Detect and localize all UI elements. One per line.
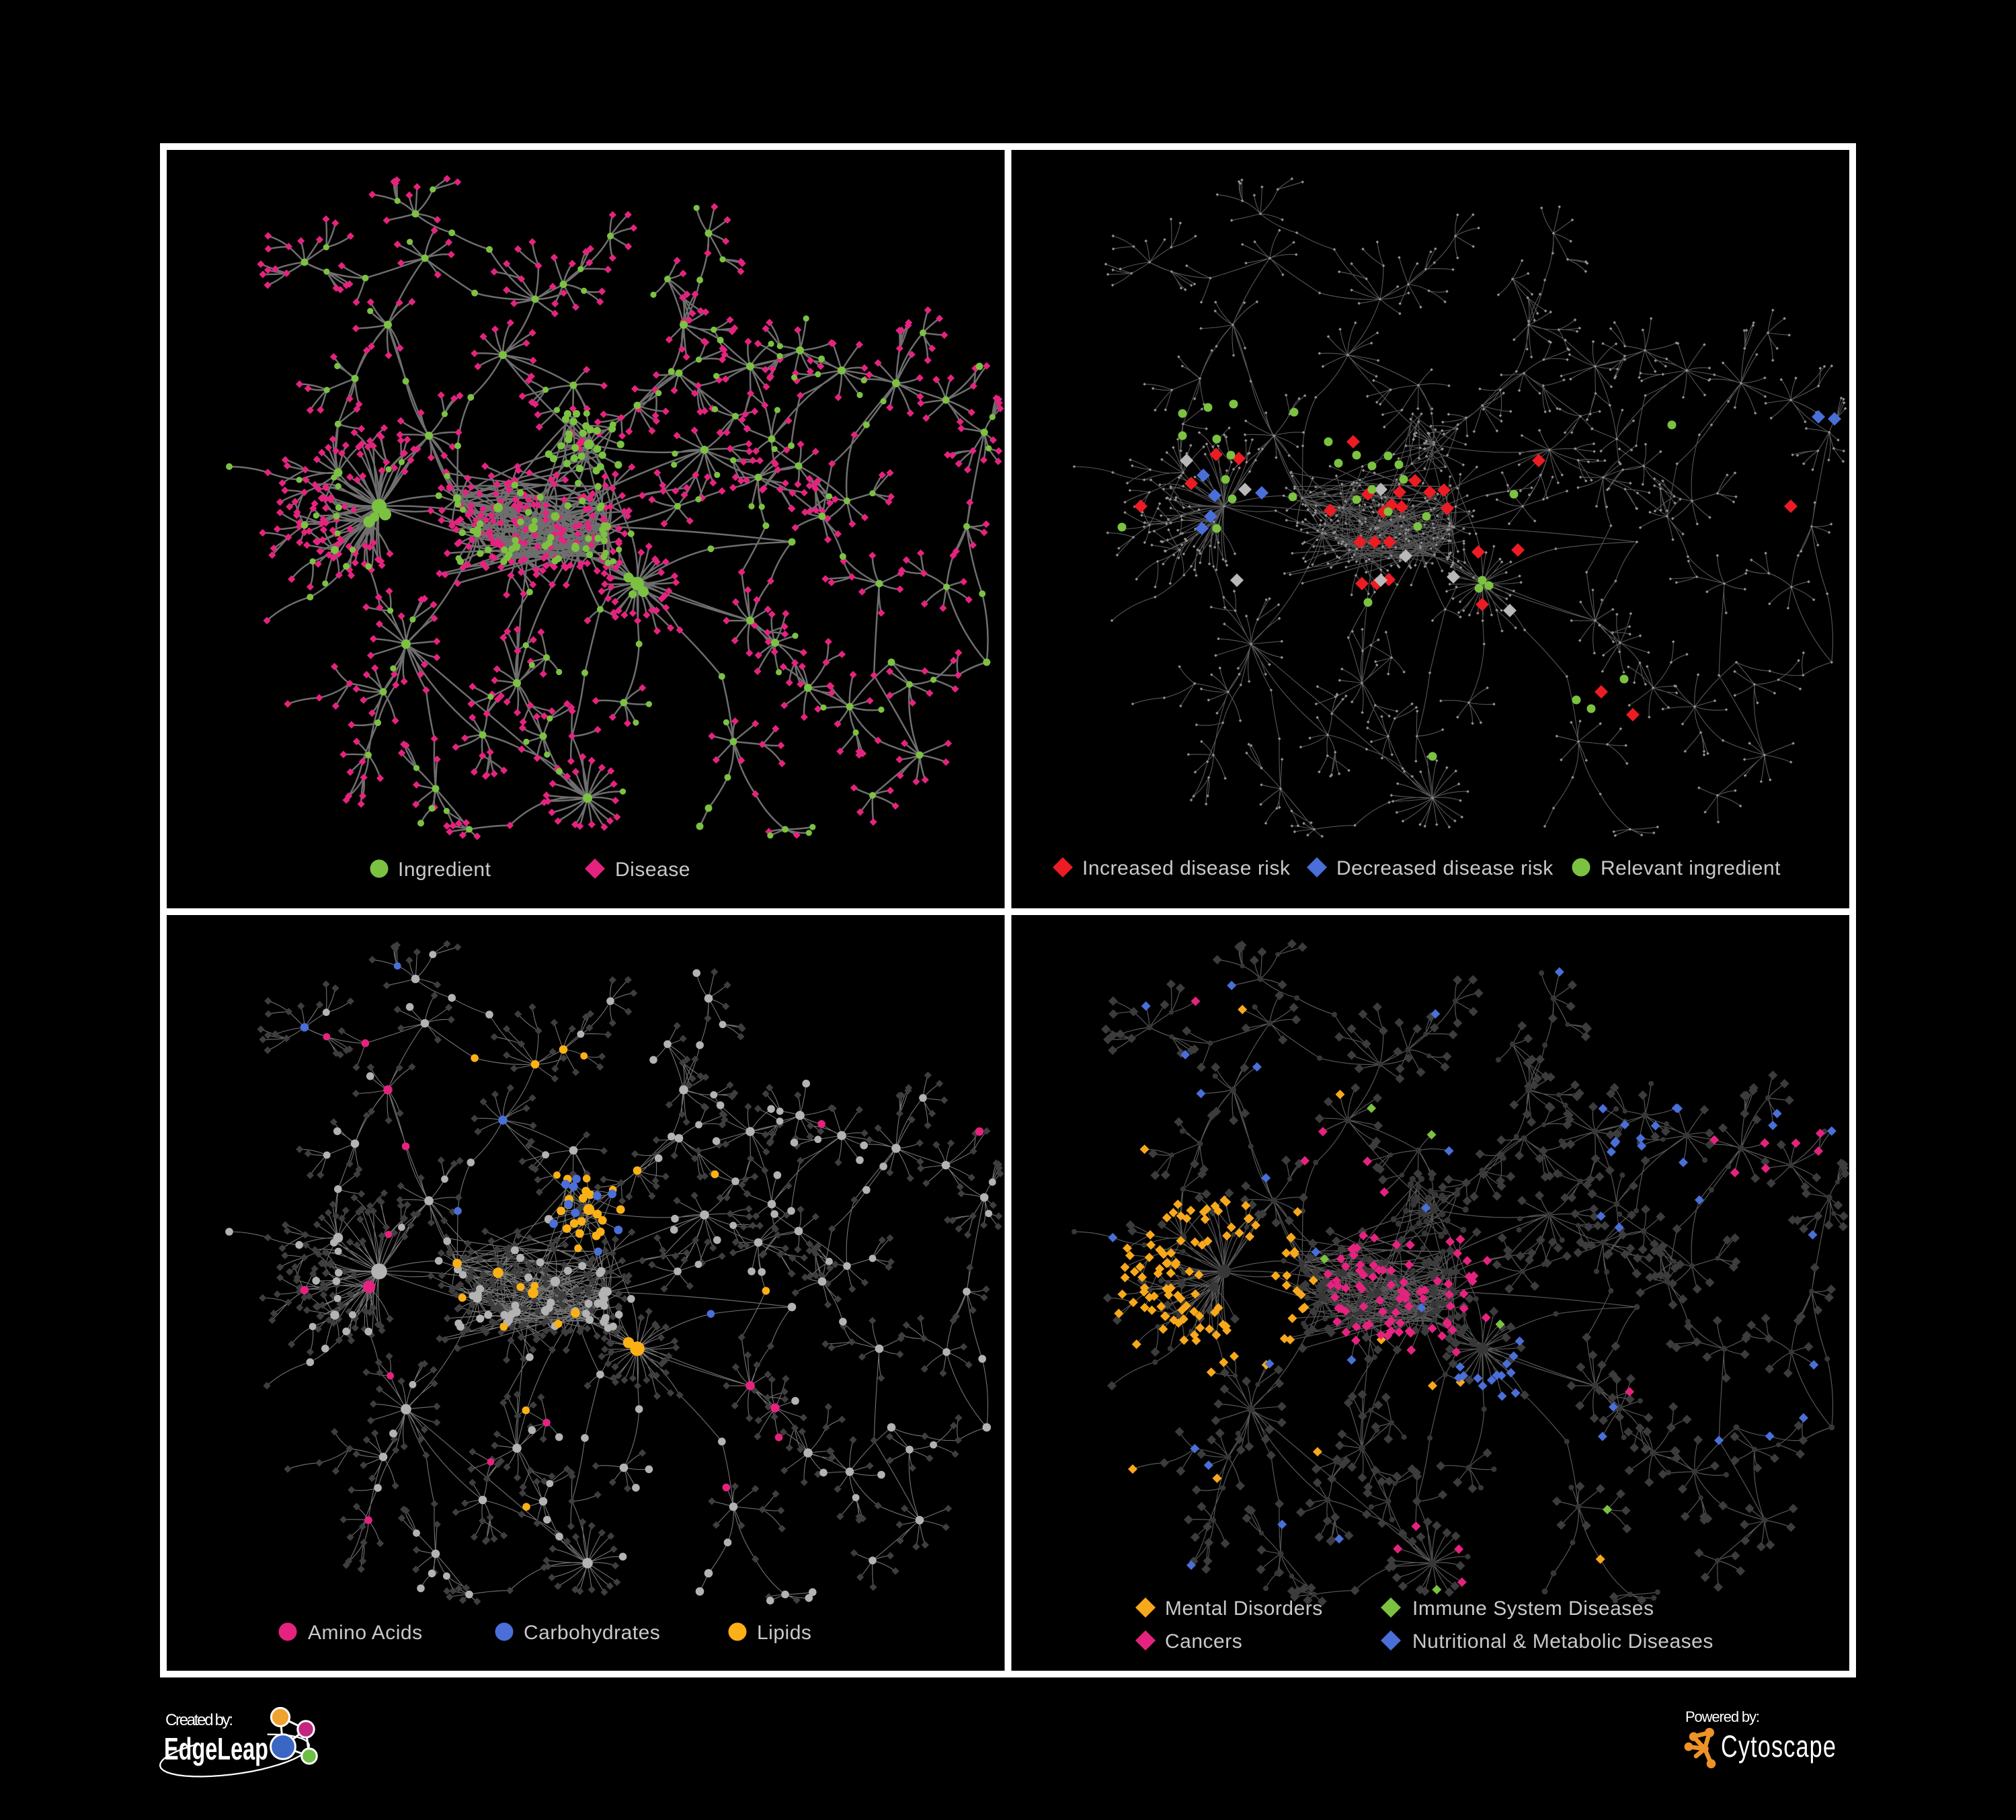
svg-text:Immune System Diseases: Immune System Diseases <box>1412 1597 1654 1620</box>
svg-text:Amino Acids: Amino Acids <box>308 1622 423 1644</box>
svg-text:Carbohydrates: Carbohydrates <box>524 1622 660 1644</box>
svg-text:Increased disease risk: Increased disease risk <box>1082 857 1291 879</box>
svg-text:Relevant ingredient: Relevant ingredient <box>1601 857 1781 879</box>
svg-text:Nutritional & Metabolic Diseas: Nutritional & Metabolic Diseases <box>1412 1630 1713 1653</box>
svg-text:Cytoscape: Cytoscape <box>1721 1729 1837 1764</box>
svg-text:EdgeLeap: EdgeLeap <box>164 1731 268 1766</box>
svg-text:Mental Disorders: Mental Disorders <box>1165 1597 1323 1620</box>
svg-text:Ingredient: Ingredient <box>398 859 491 881</box>
svg-text:Disease: Disease <box>615 859 690 881</box>
svg-text:Cancers: Cancers <box>1165 1630 1242 1653</box>
svg-text:Powered by:: Powered by: <box>1685 1708 1760 1725</box>
svg-text:Created by:: Created by: <box>165 1711 233 1729</box>
svg-text:Decreased disease risk: Decreased disease risk <box>1336 857 1554 879</box>
svg-text:Lipids: Lipids <box>757 1622 811 1644</box>
